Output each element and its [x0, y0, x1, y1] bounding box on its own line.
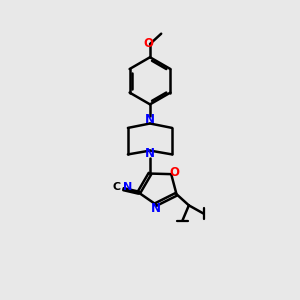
Text: N: N [123, 182, 132, 192]
Text: N: N [145, 112, 155, 126]
Text: N: N [151, 202, 161, 214]
Text: N: N [145, 147, 155, 160]
Text: C: C [113, 182, 121, 192]
Text: O: O [169, 166, 179, 179]
Text: O: O [143, 37, 154, 50]
